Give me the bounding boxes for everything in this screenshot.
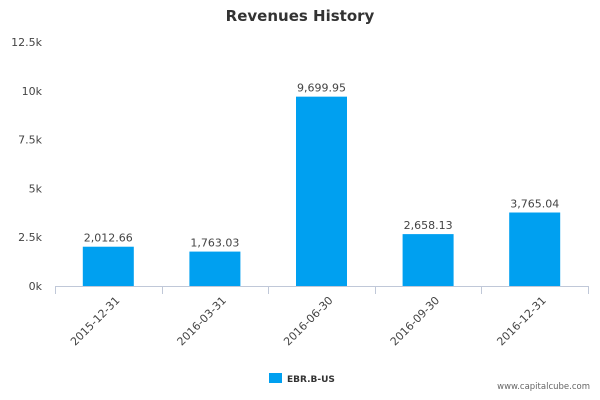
x-tick-labels: 2015-12-31 2016-03-31 2016-06-30 2016-09-30… (68, 294, 549, 348)
legend-swatch (269, 373, 282, 383)
data-labels: 2,012.66 1,763.03 9,699.95 2,658.13 3,765.04 (84, 82, 559, 250)
y-tick-label: 0k (29, 280, 43, 293)
y-tick-label: 7.5k (18, 134, 42, 147)
y-tick-label: 5k (29, 182, 43, 195)
source-footer: www.capitalcube.com (497, 382, 590, 392)
y-tick-label: 12.5k (11, 36, 42, 49)
bar (402, 234, 454, 286)
x-tick-label: 2015-12-31 (68, 294, 122, 348)
data-label: 3,765.04 (510, 198, 559, 211)
y-tick-label: 10k (22, 85, 43, 98)
x-axis (55, 286, 589, 294)
chart-title: Revenues History (226, 7, 375, 25)
legend-label: EBR.B-US (287, 375, 335, 385)
x-tick-label: 2016-03-31 (175, 294, 229, 348)
x-tick-label: 2016-09-30 (388, 294, 442, 348)
data-label: 2,658.13 (404, 219, 453, 232)
bar (189, 251, 241, 286)
data-label: 1,763.03 (190, 237, 239, 250)
bar-series (82, 96, 561, 286)
bar (509, 212, 561, 286)
data-label: 2,012.66 (84, 232, 133, 245)
x-tick-label: 2016-06-30 (281, 294, 335, 348)
y-axis: 0k 2.5k 5k 7.5k 10k 12.5k (11, 36, 42, 293)
bar (82, 246, 134, 286)
data-label: 9,699.95 (297, 82, 346, 95)
x-tick-label: 2016-12-31 (494, 294, 548, 348)
bar (296, 96, 347, 286)
y-tick-label: 2.5k (18, 231, 42, 244)
legend: EBR.B-US (269, 373, 335, 385)
